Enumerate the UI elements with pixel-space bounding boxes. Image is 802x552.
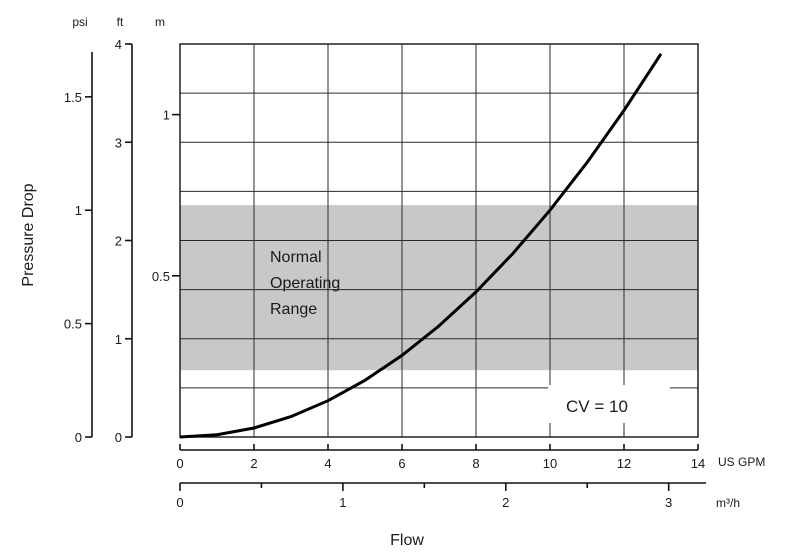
gpm-unit-label: US GPM [718, 455, 765, 469]
m3h-axis-tick-label: 1 [339, 495, 346, 510]
band-label-line-1: Normal [270, 249, 322, 266]
m-axis-tick-label: 0.5 [152, 269, 170, 284]
gpm-axis-tick-label: 4 [324, 456, 331, 471]
m3h-unit-label: m³/h [716, 496, 740, 510]
psi-axis-tick-label: 1 [75, 203, 82, 218]
ft-axis-tick-label: 4 [115, 37, 122, 52]
ft-axis-tick-label: 2 [115, 234, 122, 249]
psi-axis-tick-label: 0 [75, 430, 82, 445]
ft-unit-label: ft [117, 15, 124, 29]
psi-unit-label: psi [72, 15, 87, 29]
cv-annotation-box [548, 385, 670, 423]
band-label-line-2: Operating [270, 275, 340, 292]
gpm-axis-tick-label: 12 [617, 456, 631, 471]
ft-axis-tick-label: 0 [115, 430, 122, 445]
band-label-line-3: Range [270, 301, 317, 318]
gpm-axis-tick-label: 0 [176, 456, 183, 471]
gpm-axis-tick-label: 10 [543, 456, 557, 471]
y-axis-title: Pressure Drop [20, 183, 37, 286]
normal-operating-range-band [180, 205, 698, 371]
cv-annotation: CV = 10 [566, 397, 628, 416]
plot-frame [179, 43, 699, 438]
m3h-axis-tick-label: 2 [502, 495, 509, 510]
gpm-axis-tick-label: 8 [472, 456, 479, 471]
m3h-axis-tick-label: 0 [176, 495, 183, 510]
gpm-axis-tick-label: 2 [250, 456, 257, 471]
grid [179, 44, 699, 437]
gpm-axis-tick-label: 14 [691, 456, 705, 471]
m-unit-label: m [155, 15, 165, 29]
x-axis-title: Flow [390, 532, 424, 549]
psi-axis-tick-label: 0.5 [64, 317, 82, 332]
psi-axis-tick-label: 1.5 [64, 90, 82, 105]
m3h-axis-tick-label: 3 [665, 495, 672, 510]
ft-axis-tick-label: 3 [115, 135, 122, 150]
ft-axis-tick-label: 1 [115, 332, 122, 347]
gpm-axis-tick-label: 6 [398, 456, 405, 471]
m-axis-tick-label: 1 [163, 108, 170, 123]
series-line-cv10 [179, 52, 663, 439]
